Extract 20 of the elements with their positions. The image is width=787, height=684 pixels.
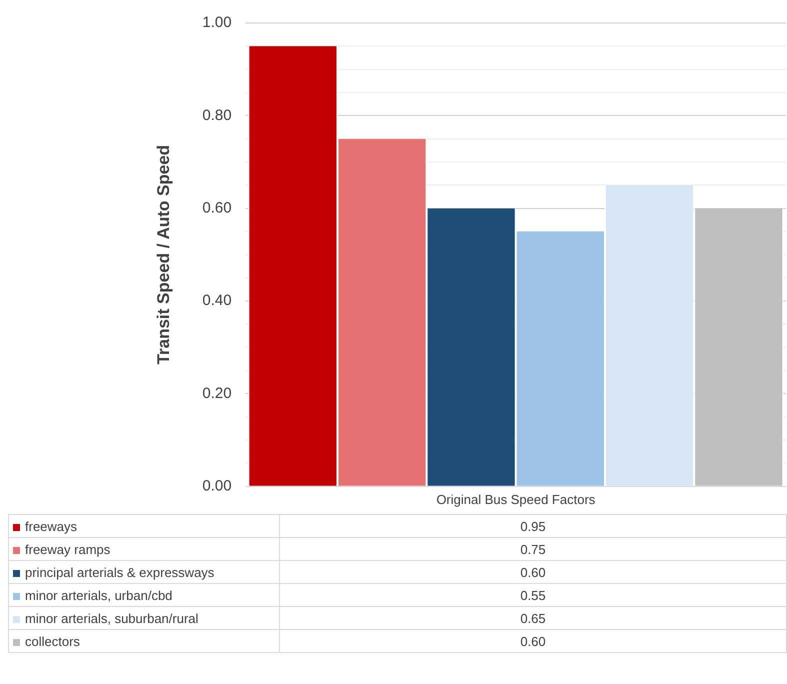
text: 0.65: [520, 610, 546, 626]
y-tick-label: 0.00: [202, 478, 232, 495]
legend-label: collectors: [8, 630, 280, 652]
x-tick-label: Original Bus Speed Factors: [436, 492, 596, 507]
y-tick-label: 1.00: [202, 14, 232, 32]
legend-label: freeways: [8, 514, 280, 538]
text: 0.60: [520, 634, 546, 648]
text: 0.55: [520, 588, 546, 602]
text: 0.60: [520, 564, 546, 580]
legend-label: minor arterials, urban/cbd: [8, 584, 280, 606]
y-tick-label: 0.60: [202, 200, 232, 216]
legend-label: minor arterials, suburban/rural: [8, 606, 280, 630]
y-tick-label: 0.20: [202, 384, 232, 402]
y-axis-title: Transit Speed / Auto Speed: [154, 144, 173, 364]
y-tick-label: 0.40: [202, 292, 232, 310]
legend-label: principal arterials & expressways: [8, 560, 280, 584]
y-tick-label: 0.80: [202, 106, 232, 124]
text: 0.75: [520, 542, 546, 556]
legend-label: freeway ramps: [8, 538, 280, 560]
text: 0.95: [520, 518, 546, 534]
